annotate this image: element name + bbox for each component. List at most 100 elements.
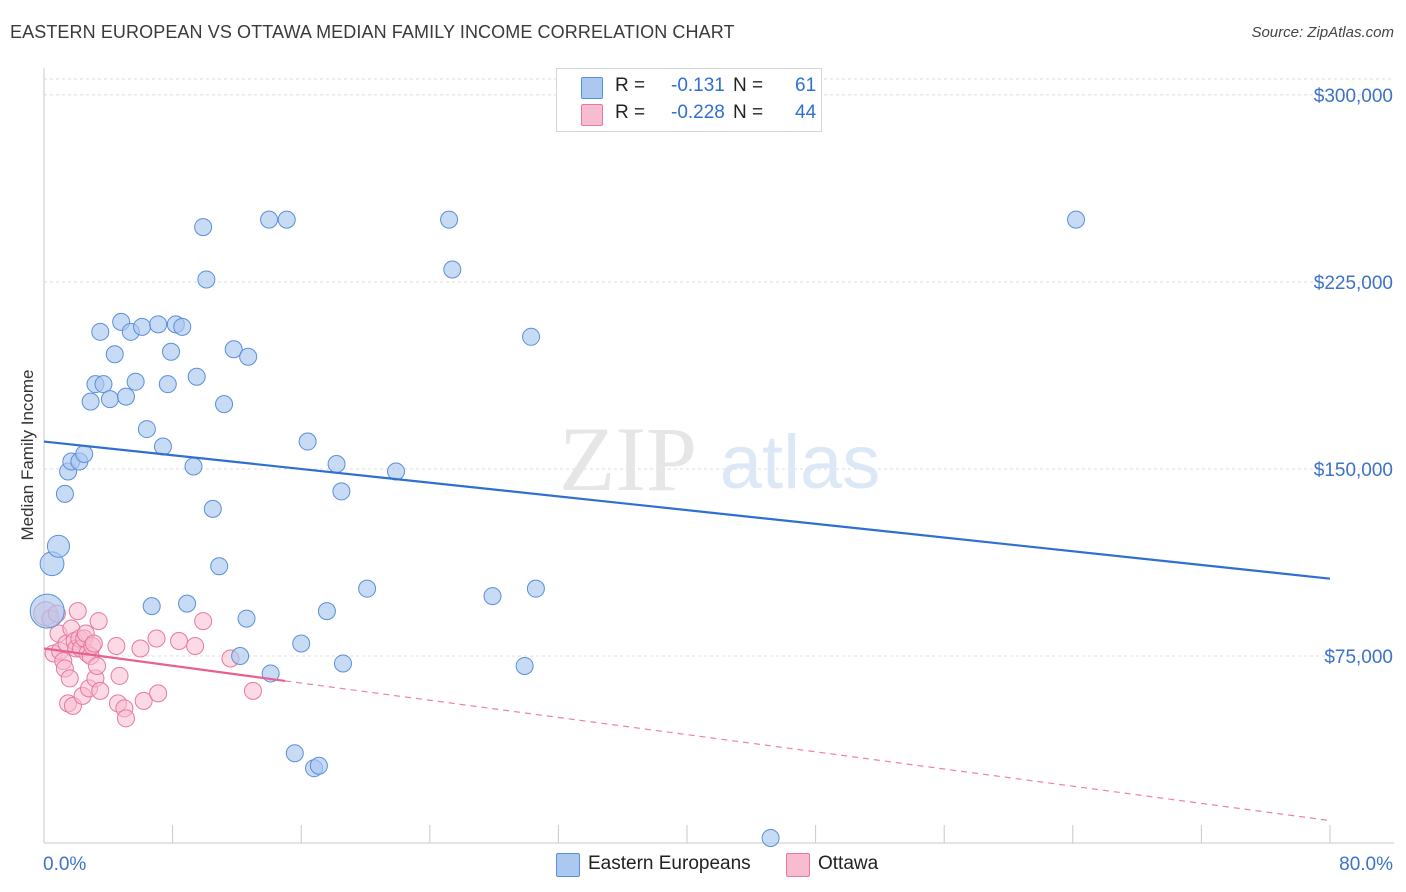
eastern-europeans-point[interactable] [55,484,74,503]
x-tick-labels: 0.0% 80.0% [43,854,1393,875]
ottawa-point[interactable] [91,681,110,700]
eastern-europeans-point[interactable] [483,587,502,606]
eastern-europeans-point[interactable] [285,744,304,763]
eastern-europeans-point[interactable] [178,594,197,613]
ottawa-point[interactable] [131,639,150,658]
eastern-europeans-point[interactable] [137,420,156,439]
ottawa-point[interactable] [110,666,129,685]
eastern-europeans-point[interactable] [116,387,135,406]
ottawa-point[interactable] [134,691,153,710]
eastern-europeans-point[interactable] [46,534,71,558]
eastern-europeans-point[interactable] [333,654,352,673]
eastern-europeans-point[interactable] [133,317,152,336]
eastern-europeans-point[interactable] [298,432,317,451]
eastern-europeans-point[interactable] [317,602,336,621]
correlation-legend: R = -0.131 N = 61 R = -0.228 N = 44 [556,68,822,132]
ottawa-point[interactable] [60,669,79,688]
axes-layer [43,68,1394,844]
eastern-europeans-point[interactable] [327,454,346,473]
ottawa-point[interactable] [170,632,189,651]
eastern-europeans-point[interactable] [515,656,534,675]
legend-r-value: -0.228 [671,102,725,123]
eastern-europeans-point[interactable] [443,260,462,279]
eastern-europeans-point[interactable] [153,437,172,456]
ottawa-point[interactable] [147,629,166,648]
legend-n-value: 61 [795,75,817,96]
eastern-europeans-point[interactable] [194,218,213,237]
y-tick-label: $150,000 [1314,460,1393,481]
watermark-zip: ZIP [559,408,697,510]
eastern-europeans-point[interactable] [184,457,203,476]
ottawa-trend-line [43,647,286,683]
eastern-europeans-point[interactable] [332,482,351,501]
grid-layer [44,78,1394,657]
eastern-europeans-point[interactable] [142,597,161,616]
x-tick-label-max: 80.0% [1339,854,1393,875]
eastern-europeans-point[interactable] [197,270,216,289]
eastern-europeans-point[interactable] [210,557,229,576]
eastern-europeans-point[interactable] [237,609,256,628]
eastern-europeans-point[interactable] [309,756,328,775]
eastern-europeans-point[interactable] [231,646,250,665]
eastern-europeans-point[interactable] [440,210,459,229]
legend-swatch-pink [581,104,603,126]
eastern-europeans-trend-line [43,440,1331,580]
eastern-europeans-point[interactable] [105,345,124,364]
eastern-europeans-point[interactable] [158,375,177,394]
source-label: Source: ZipAtlas.com [1251,24,1394,41]
eastern-europeans-point[interactable] [75,445,94,464]
trend-lines [43,440,1331,822]
chart-title: EASTERN EUROPEAN VS OTTAWA MEDIAN FAMILY… [10,22,735,42]
eastern-europeans-point[interactable] [81,392,100,411]
eastern-europeans-point[interactable] [260,210,279,229]
legend-swatch-blue [556,853,580,877]
eastern-europeans-point[interactable] [215,395,234,414]
eastern-europeans-point[interactable] [161,342,180,361]
eastern-europeans-point[interactable] [358,579,377,598]
eastern-europeans-point[interactable] [522,327,541,346]
legend-n-label: N = [733,102,764,123]
ottawa-points [33,601,262,728]
eastern-europeans-point[interactable] [91,322,110,341]
legend-n-value: 44 [795,102,817,123]
eastern-europeans-point[interactable] [29,593,65,629]
legend-label: Eastern Europeans [588,853,751,874]
x-tick-label-min: 0.0% [43,854,86,875]
eastern-europeans-point[interactable] [126,372,145,391]
watermark: ZIP atlas [559,408,880,510]
ottawa-point[interactable] [149,684,168,703]
eastern-europeans-points [29,210,1086,848]
y-tick-label: $75,000 [1324,647,1393,668]
eastern-europeans-point[interactable] [100,390,119,409]
ottawa-point[interactable] [89,612,108,631]
legend-r-label: R = [615,102,646,123]
eastern-europeans-point[interactable] [187,367,206,386]
ottawa-point[interactable] [88,656,107,675]
ottawa-point[interactable] [186,637,205,656]
ottawa-point[interactable] [107,637,126,656]
y-tick-label: $225,000 [1314,273,1393,294]
eastern-europeans-point[interactable] [239,347,258,366]
legend-swatch-pink [786,853,810,877]
ottawa-point[interactable] [84,634,103,653]
y-axis-label: Median Family Income [18,369,37,541]
eastern-europeans-point[interactable] [761,829,780,848]
eastern-europeans-point[interactable] [292,634,311,653]
eastern-europeans-point[interactable] [173,317,192,336]
eastern-europeans-point[interactable] [526,579,545,598]
legend-n-label: N = [733,75,764,96]
eastern-europeans-point[interactable] [224,340,243,359]
legend-swatch-blue [581,77,603,99]
eastern-europeans-point[interactable] [149,315,168,334]
eastern-europeans-point[interactable] [203,499,222,518]
ottawa-point[interactable] [243,681,262,700]
ottawa-point[interactable] [116,709,135,728]
eastern-europeans-point[interactable] [94,375,113,394]
ottawa-point[interactable] [194,612,213,631]
y-tick-labels: $75,000 $150,000 $225,000 $300,000 [1314,86,1393,668]
legend-label: Ottawa [818,853,879,874]
ottawa-point[interactable] [68,602,87,621]
eastern-europeans-point[interactable] [277,210,296,229]
eastern-europeans-point[interactable] [1067,210,1086,229]
